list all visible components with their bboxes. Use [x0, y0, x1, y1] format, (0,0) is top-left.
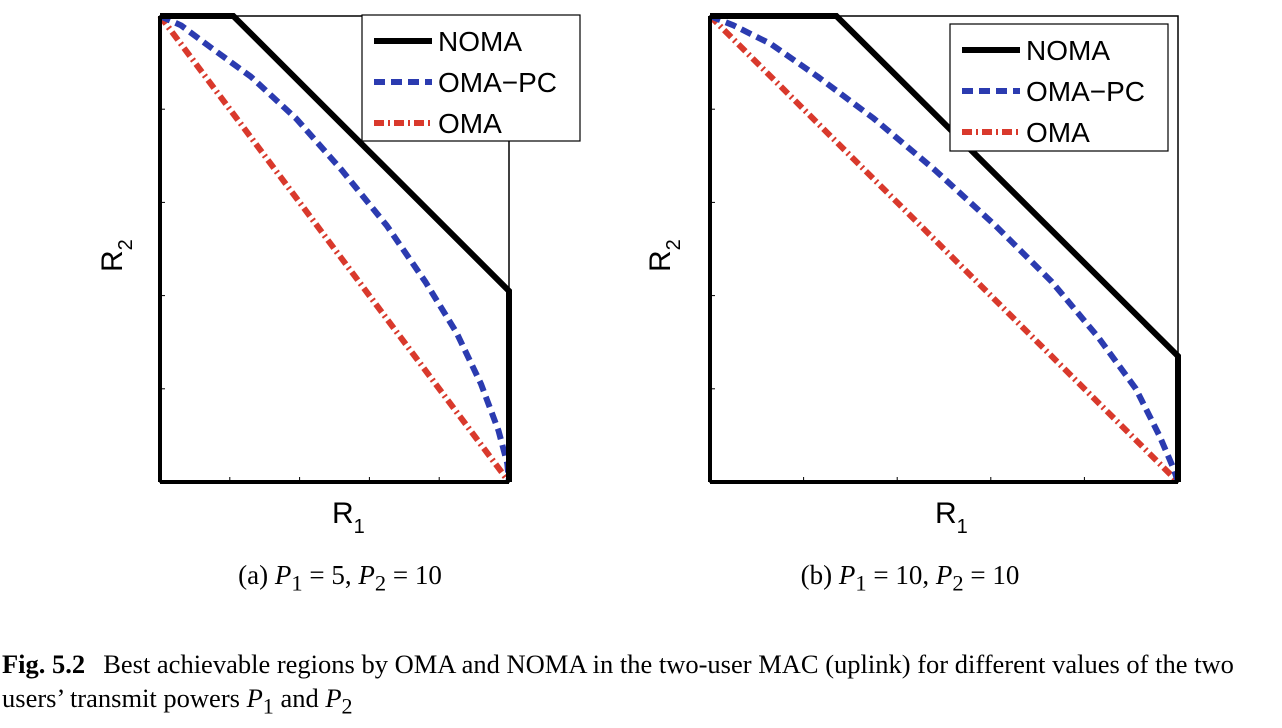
series-line-oma	[157, 14, 512, 484]
subcaption-a-eq2: = 10	[386, 560, 442, 590]
legend-box	[361, 14, 581, 142]
subcaption-b-eq2: = 10	[963, 560, 1020, 590]
x-axis-label: R1	[935, 497, 968, 538]
subcaption-a-eq1: = 5,	[302, 560, 359, 590]
figure-caption-label: Fig. 5.2	[2, 649, 86, 679]
legend: NOMA OMA−PC OMA	[949, 23, 1169, 152]
y-axis-label: R2	[644, 239, 685, 272]
legend: NOMA OMA−PC OMA	[361, 14, 581, 142]
series-line-noma	[710, 13, 1181, 482]
figure-caption-and: and	[273, 683, 326, 713]
subcaption-a-p1-sub: 1	[291, 570, 303, 596]
subcaption-b-p1: P	[838, 560, 856, 590]
legend-label: OMA−PC	[1026, 76, 1145, 107]
subcaption-b-p2: P	[935, 560, 953, 590]
figure-caption-p1-sub: 1	[262, 693, 274, 719]
subcaption-b-p1-sub: 1	[855, 570, 867, 596]
figure-caption-text: Best achievable regions by OMA and NOMA …	[2, 649, 1234, 713]
subcaption-a-p2: P	[358, 560, 375, 590]
chart-b-svg: NOMA OMA−PC OMA R1 R2	[644, 13, 1181, 538]
y-axis-label: R2	[96, 239, 137, 272]
x-axis-label-sub: 1	[957, 516, 968, 538]
subcaption-a-p2-sub: 2	[374, 570, 387, 596]
figure-caption-p2: P	[325, 683, 342, 713]
chart-panel-b: NOMA OMA−PC OMA R1 R2	[640, 0, 1282, 610]
chart-panel-a: NOMA OMA−PC OMA R1 R2	[0, 0, 640, 610]
y-axis-label-sub: 2	[663, 239, 685, 250]
legend-label: OMA	[438, 108, 502, 139]
figure-caption: Fig. 5.2 Best achievable regions by OMA a…	[2, 647, 1280, 723]
subcaption-b-eq1: = 10,	[866, 560, 936, 590]
subcaption-a: (a) P1 = 5, P2 = 10	[90, 560, 590, 596]
x-axis-label-sub: 1	[354, 516, 365, 538]
figure-caption-p1: P	[246, 683, 263, 713]
legend-label: NOMA	[1026, 35, 1110, 66]
subcaption-a-prefix: (a)	[238, 560, 275, 590]
subcaption-a-p1: P	[274, 560, 292, 590]
subcaption-b-prefix: (b)	[800, 560, 839, 590]
figure-caption-p2-sub: 2	[341, 693, 353, 719]
legend-label: OMA−PC	[438, 67, 557, 98]
legend-label: OMA	[1026, 117, 1090, 148]
x-axis-label: R1	[332, 497, 365, 538]
series-line-oma-pc	[158, 13, 512, 483]
chart-a-svg: NOMA OMA−PC OMA R1 R2	[96, 13, 581, 538]
y-axis-label-sub: 2	[115, 239, 137, 250]
series-line-noma	[160, 13, 512, 482]
subcaption-b: (b) P1 = 10, P2 = 10	[660, 560, 1160, 596]
legend-label: NOMA	[438, 26, 522, 57]
subcaption-b-p2-sub: 2	[952, 570, 964, 596]
